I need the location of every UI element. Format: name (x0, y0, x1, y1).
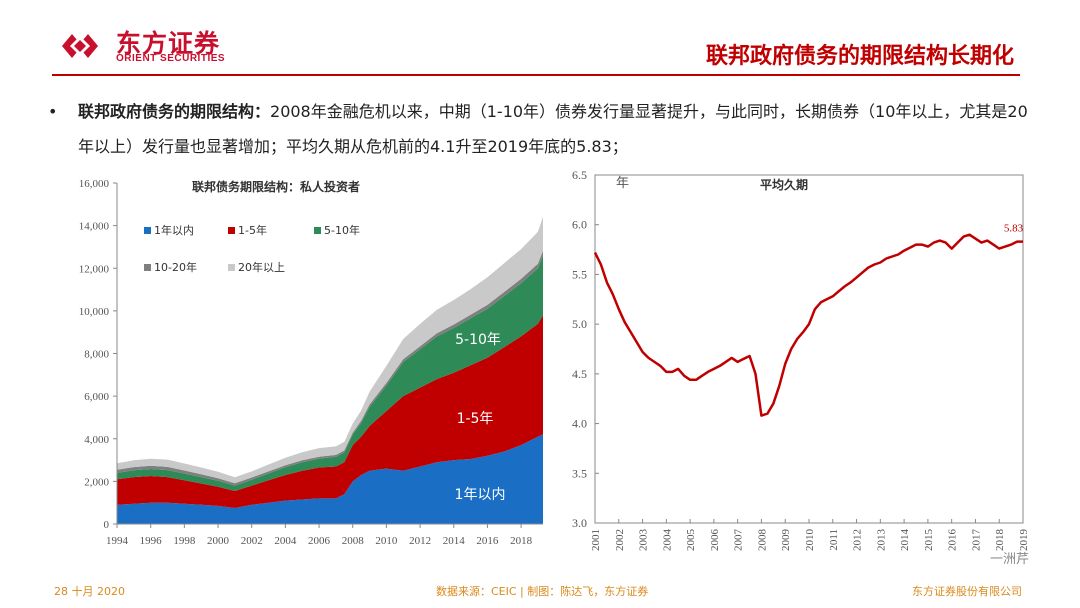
y-tick-label: 6,000 (84, 391, 109, 403)
y-unit-label: 年 (616, 176, 629, 191)
x-tick-label: 2008 (756, 529, 768, 552)
y-tick-label: 16,000 (79, 178, 110, 190)
footer-company: 东方证券股份有限公司 (912, 585, 1022, 598)
bullet-point: • 联邦政府债务的期限结构：2008年金融危机以来，中期（1-10年）债券发行量… (48, 94, 1028, 164)
y-tick-label: 3.5 (572, 466, 587, 480)
legend-label: 1-5年 (238, 223, 267, 237)
watermark: 一洲芹 (990, 552, 1030, 567)
chart-title: 联邦债务期限结构：私人投资者 (192, 179, 360, 194)
x-tick-label: 2014 (443, 535, 466, 547)
y-tick-label: 3.0 (572, 516, 587, 530)
legend-swatch (314, 227, 321, 234)
x-tick-label: 2008 (342, 535, 365, 547)
y-tick-label: 14,000 (79, 221, 110, 233)
y-tick-label: 0 (104, 519, 110, 531)
legend-swatch (144, 264, 151, 271)
x-tick-label: 2006 (308, 535, 331, 547)
brand-name-cn: 东方证券 (116, 29, 221, 58)
bullet-body: 2008年金融危机以来，中期（1-10年）债券发行量显著提升，与此同时，长期债券… (78, 102, 1028, 156)
brand-name-en: ORIENT SECURITIES (116, 53, 226, 64)
x-tick-label: 2004 (661, 529, 673, 552)
x-tick-label: 2018 (510, 535, 533, 547)
x-tick-label: 2015 (923, 529, 935, 552)
footer-date: 28 十月 2020 (54, 585, 125, 598)
legend-swatch (144, 227, 151, 234)
x-tick-label: 2009 (780, 529, 792, 552)
y-tick-label: 4,000 (84, 434, 109, 446)
header-divider (52, 74, 1020, 76)
x-tick-label: 2006 (709, 529, 721, 552)
x-tick-label: 2001 (590, 529, 602, 551)
y-tick-label: 6.0 (572, 218, 587, 232)
legend-label: 5-10年 (324, 223, 360, 237)
y-tick-label: 4.0 (572, 417, 587, 431)
annotation-5-10: 5-10年 (455, 332, 501, 348)
x-tick-label: 2016 (947, 529, 959, 552)
x-tick-label: 2012 (852, 529, 864, 551)
x-tick-label: 2013 (875, 529, 887, 552)
y-tick-label: 5.5 (572, 267, 587, 281)
x-tick-label: 2014 (899, 529, 911, 552)
plot-frame (594, 174, 1024, 524)
average-duration-chart: 3.0 3.5 4.0 4.5 5.0 5.5 6.0 6.5 2001 2002 2003 2004… (572, 168, 1030, 552)
x-tick-label: 2012 (409, 535, 431, 547)
x-tick-label: 2018 (994, 529, 1006, 552)
area-series-2 (117, 315, 543, 508)
end-value-label: 5.83 (1004, 223, 1024, 235)
x-tick-label: 2000 (207, 535, 230, 547)
x-tick-label: 1996 (140, 535, 163, 547)
y-tick-label: 5.0 (572, 317, 587, 331)
y-tick-label: 2,000 (84, 476, 109, 488)
bullet-text: 联邦政府债务的期限结构：2008年金融危机以来，中期（1-10年）债券发行量显著… (78, 94, 1028, 164)
legend-label: 1年以内 (154, 223, 194, 237)
orient-securities-logo-icon (62, 34, 98, 58)
slide-title: 联邦政府债务的期限结构长期化 (705, 44, 1014, 69)
x-tick-label: 2016 (476, 535, 499, 547)
x-tick-label: 2007 (733, 529, 745, 552)
y-tick-label: 4.5 (572, 367, 587, 381)
bullet-dot-icon: • (48, 102, 58, 121)
slide-header: 东方证券 ORIENT SECURITIES 联邦政府债务的期限结构长期化 (0, 0, 1080, 78)
x-tick-label: 2003 (638, 529, 650, 552)
annotation-under-1: 1年以内 (455, 487, 506, 503)
x-tick-label: 2002 (614, 529, 626, 551)
annotation-1-5: 1-5年 (457, 411, 494, 427)
legend-swatch (228, 264, 235, 271)
legend-label: 20年以上 (238, 260, 285, 274)
bullet-heading: 联邦政府债务的期限结构： (78, 102, 271, 121)
y-tick-label: 8,000 (84, 349, 109, 361)
x-tick-label: 2017 (970, 529, 982, 552)
x-tick-label: 2002 (241, 535, 263, 547)
x-tick-label: 2005 (685, 529, 697, 552)
x-tick-label: 2010 (375, 535, 398, 547)
legend-swatch (228, 227, 235, 234)
maturity-structure-chart: 0 2,000 4,000 6,000 8,000 10,000 12,000 14,000 1… (79, 178, 543, 547)
chart-title: 平均久期 (760, 177, 808, 192)
duration-line (593, 233, 1023, 417)
footer-source: 数据来源：CEIC | 制图：陈达飞，东方证券 (436, 585, 649, 598)
x-tick-label: 2004 (274, 535, 297, 547)
y-tick-label: 10,000 (79, 306, 110, 318)
y-tick-label: 6.5 (572, 168, 587, 182)
x-tick-label: 2019 (1018, 529, 1030, 552)
legend-label: 10-20年 (154, 260, 197, 274)
y-tick-label: 12,000 (79, 263, 110, 275)
area-series-1 (117, 434, 543, 524)
x-tick-label: 1994 (106, 535, 129, 547)
x-tick-label: 2010 (804, 529, 816, 552)
x-tick-label: 1998 (173, 535, 196, 547)
x-tick-label: 2011 (828, 529, 840, 551)
